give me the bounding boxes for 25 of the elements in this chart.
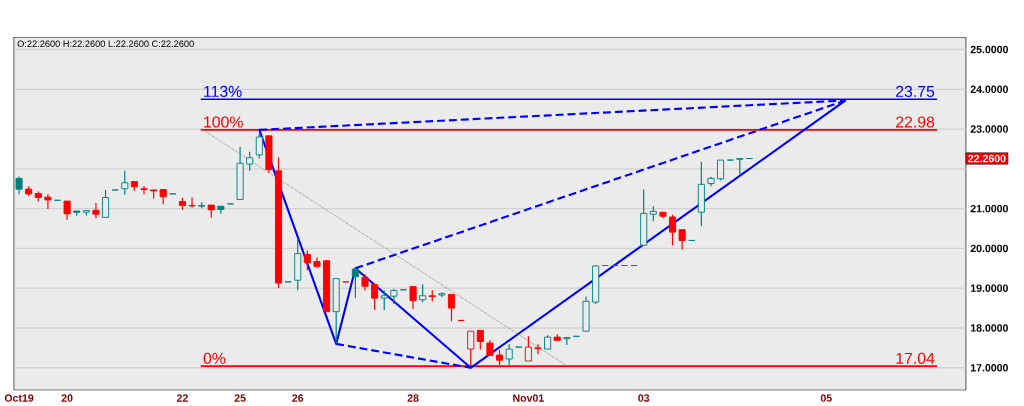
x-tick-label: Oct19 [4,394,34,402]
x-tick-label: 26 [292,394,304,402]
x-tick-label: 05 [820,394,832,402]
x-tick-label: Nov01 [513,394,544,402]
annotation: 0% [203,352,226,364]
x-tick-label: 20 [61,394,73,402]
x-tick-label: 28 [407,394,419,402]
y-tick-label: 18.0000 [970,324,1008,332]
y-tick-label: 17.0000 [970,363,1008,372]
ref-line-label: 23.75 [896,85,935,97]
y-tick-label: 20.0000 [970,244,1008,253]
ref-line-label: 22.98 [896,116,935,128]
y-tick-label: 21.0000 [970,204,1008,213]
ref-line-label: 17.04 [896,352,935,364]
y-tick-label: 19.0000 [970,284,1008,292]
text: 22.2600 [968,154,1006,163]
x-tick-label: 22 [176,394,188,402]
y-tick-label: 24.0000 [970,85,1008,93]
annotation: O:22.2600 H:22.2600 L:22.2600 C:22.2600 [17,40,194,47]
x-tick-label: 25 [234,394,246,402]
y-tick-label: 25.0000 [970,45,1008,54]
y-tick-label: 23.0000 [970,125,1008,133]
annotation: 113% [204,85,242,97]
x-tick-label: 03 [638,394,650,402]
annotation: 100% [204,116,243,128]
